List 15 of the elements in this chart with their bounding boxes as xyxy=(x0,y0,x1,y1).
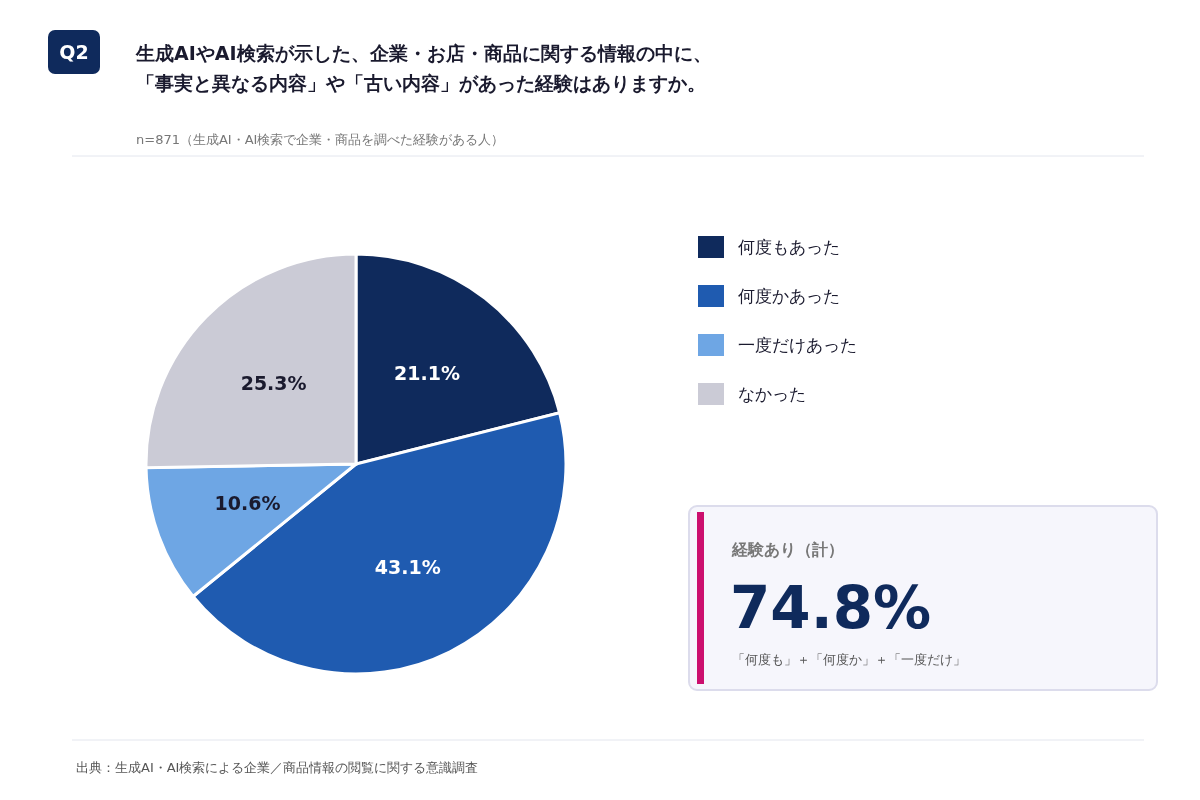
text: Q2 xyxy=(59,41,89,63)
data-label: 25.3% xyxy=(240,371,307,394)
legend-label: 何度もあった xyxy=(738,237,840,257)
legend-label: 一度だけあった xyxy=(738,335,857,355)
data-label: 43.1% xyxy=(374,555,441,578)
data-label: 21.1% xyxy=(394,361,460,384)
text: 経験あり（計） xyxy=(731,540,844,559)
source-note: 出典：生成AI・AI検索による企業／商品情報の閲覧に関する意識調査 xyxy=(76,760,479,775)
legend-label: 何度かあった xyxy=(738,286,840,306)
legend-label: なかった xyxy=(738,384,806,404)
text: 「何度も」＋「何度か」＋「一度だけ」 xyxy=(732,652,966,667)
data-label: 10.6% xyxy=(214,492,281,515)
text: 74.8% xyxy=(730,574,932,642)
chart-title: 生成AIやAI検索が示した、企業・お店・商品に関する情報の中に、「事実と異なる内容」や「古い内容」があった経験はありますか。 xyxy=(135,42,712,94)
chart-subtitle: n=871（生成AI・AI検索で企業・商品を調べた経験がある人） xyxy=(136,132,505,147)
